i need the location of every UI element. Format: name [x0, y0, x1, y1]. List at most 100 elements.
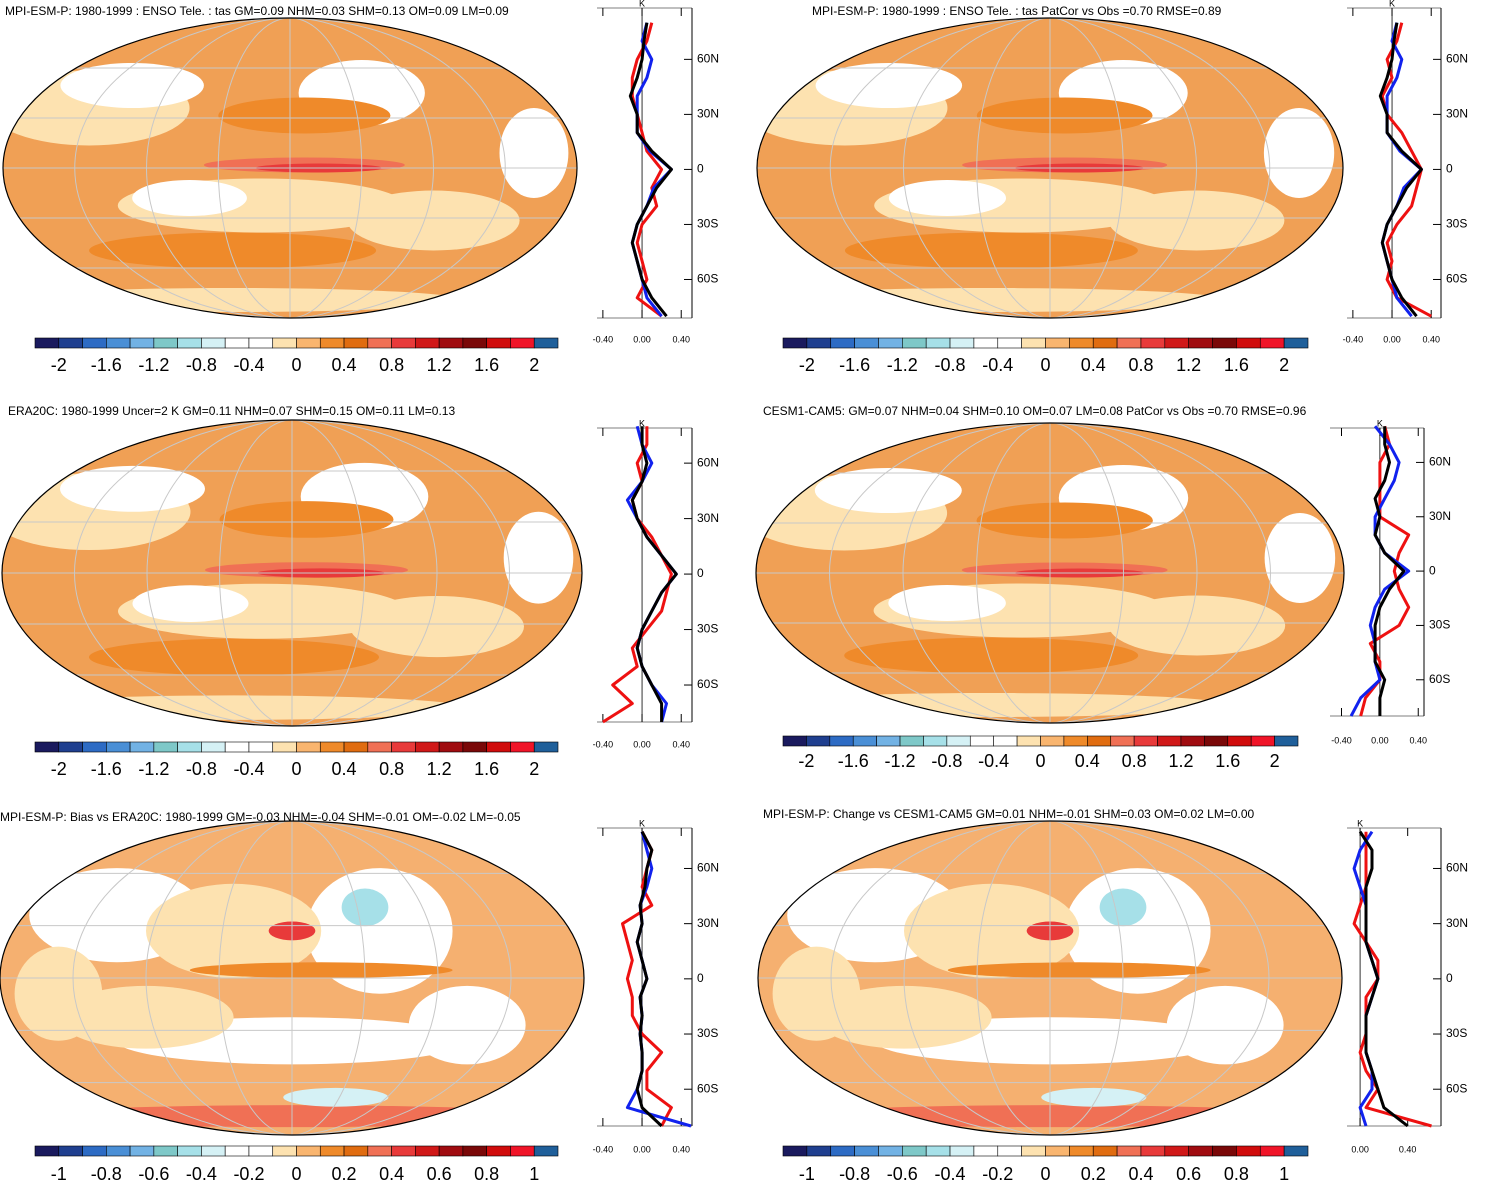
- map-field: [2, 420, 582, 726]
- field-patch: [347, 190, 520, 251]
- colorbar-box: [462, 1145, 487, 1157]
- field-patch: [58, 985, 234, 1049]
- colorbar-box: [923, 735, 948, 747]
- x-tick-label: 0.40: [672, 334, 690, 344]
- field-patch: [947, 962, 1211, 979]
- colorbar-label: 2: [529, 759, 539, 779]
- field-patch: [1108, 190, 1285, 251]
- colorbar-box: [272, 741, 297, 753]
- colorbar-box: [829, 735, 854, 747]
- y-tick-label: 60N: [1446, 52, 1468, 66]
- colorbar-box: [58, 337, 83, 349]
- colorbar-label: 1.6: [474, 355, 499, 375]
- zonal-line: [630, 22, 664, 318]
- colorbar-label: 0.8: [1122, 751, 1147, 771]
- colorbar-label: -0.4: [978, 751, 1009, 771]
- field-patch: [341, 888, 389, 927]
- y-tick-label: 0: [1446, 971, 1453, 985]
- colorbar-box: [415, 1145, 440, 1157]
- colorbar-box: [830, 337, 855, 349]
- colorbar-label: 0.4: [332, 759, 357, 779]
- colorbar-box: [854, 337, 879, 349]
- colorbar-label: 1.2: [1176, 355, 1201, 375]
- x-tick-label: 0.00: [1351, 1144, 1369, 1154]
- field-patch: [189, 962, 453, 979]
- y-tick-label: 0: [1446, 162, 1453, 176]
- x-tick-label: -0.40: [593, 1144, 614, 1154]
- colorbar-box: [82, 337, 107, 349]
- colorbar-box: [1116, 337, 1142, 349]
- colorbar-box: [153, 337, 178, 349]
- y-tick-label: 0: [697, 162, 704, 176]
- colorbar-box: [1283, 337, 1309, 349]
- colorbar-box: [343, 337, 369, 349]
- colorbar-box: [367, 1145, 392, 1157]
- colorbar-label: -0.8: [839, 1164, 870, 1181]
- colorbar-label: 0.8: [474, 1164, 499, 1181]
- colorbar-label: -0.8: [186, 355, 217, 375]
- colorbar-box: [1188, 337, 1213, 349]
- field-patch: [219, 501, 394, 538]
- colorbar-box: [806, 1145, 832, 1157]
- colorbar-box: [510, 1145, 535, 1157]
- field-patch: [904, 883, 1080, 979]
- panel-title: MPI-ESM-P: Bias vs ERA20C: 1980-1999 GM=…: [0, 810, 521, 824]
- colorbar-box: [272, 337, 297, 349]
- colorbar-box: [462, 741, 487, 753]
- field-patch: [503, 511, 574, 604]
- field-patch: [888, 585, 1006, 621]
- colorbar-box: [1069, 337, 1094, 349]
- zonal-line: [1378, 22, 1423, 318]
- zonal-line: [602, 426, 673, 724]
- field-patch: [976, 502, 1153, 539]
- meridian: [74, 18, 506, 318]
- field-patch: [218, 97, 391, 134]
- map-field: [758, 821, 1342, 1135]
- colorbar-box: [58, 741, 83, 753]
- axis-unit: K: [1357, 818, 1363, 828]
- colorbar-label: -1.2: [138, 759, 169, 779]
- colorbar-box: [272, 1145, 297, 1157]
- colorbar-box: [969, 735, 994, 747]
- colorbar-label: -0.4: [982, 355, 1013, 375]
- field-patch: [408, 985, 526, 1065]
- colorbar-box: [533, 337, 559, 349]
- colorbar-box: [1045, 337, 1070, 349]
- map-field: [757, 18, 1343, 318]
- colorbar-box: [58, 1145, 83, 1157]
- zonal-line: [1359, 425, 1411, 717]
- y-tick-label: 30S: [1446, 217, 1467, 231]
- colorbar-box: [248, 1145, 274, 1157]
- colorbar-box: [129, 1145, 155, 1157]
- y-tick-label: 60N: [697, 455, 719, 469]
- colorbar-box: [201, 1145, 226, 1157]
- colorbar-box: [391, 741, 416, 753]
- colorbar-label: 0.4: [1075, 751, 1100, 771]
- x-tick-label: -0.40: [593, 739, 614, 749]
- x-tick-label: 0.40: [672, 739, 690, 749]
- zonal-line: [1352, 831, 1432, 1128]
- meridian: [218, 821, 366, 1135]
- y-tick-label: 60S: [697, 677, 718, 691]
- colorbar-box: [153, 741, 178, 753]
- colorbar-label: -0.4: [233, 759, 264, 779]
- colorbar-box: [224, 337, 250, 349]
- colorbar-label: -1.2: [887, 355, 918, 375]
- field-patch: [306, 868, 453, 994]
- x-tick-label: 0.00: [1371, 735, 1389, 745]
- colorbar-label: -1.6: [839, 355, 870, 375]
- map-border: [0, 820, 585, 1136]
- colorbar-box: [949, 1145, 975, 1157]
- colorbar-label: -0.4: [233, 355, 264, 375]
- colorbar-box: [177, 741, 202, 753]
- colorbar-box: [296, 741, 321, 753]
- field-patch: [772, 946, 861, 1041]
- meridian: [146, 18, 434, 318]
- colorbar-label: -0.8: [935, 355, 966, 375]
- colorbar-box: [1087, 735, 1112, 747]
- colorbar-label: -1: [799, 1164, 815, 1181]
- x-tick-label: -0.40: [1343, 334, 1364, 344]
- field-patch: [976, 97, 1153, 134]
- meridian: [829, 18, 1271, 318]
- colorbar-box: [1227, 735, 1252, 747]
